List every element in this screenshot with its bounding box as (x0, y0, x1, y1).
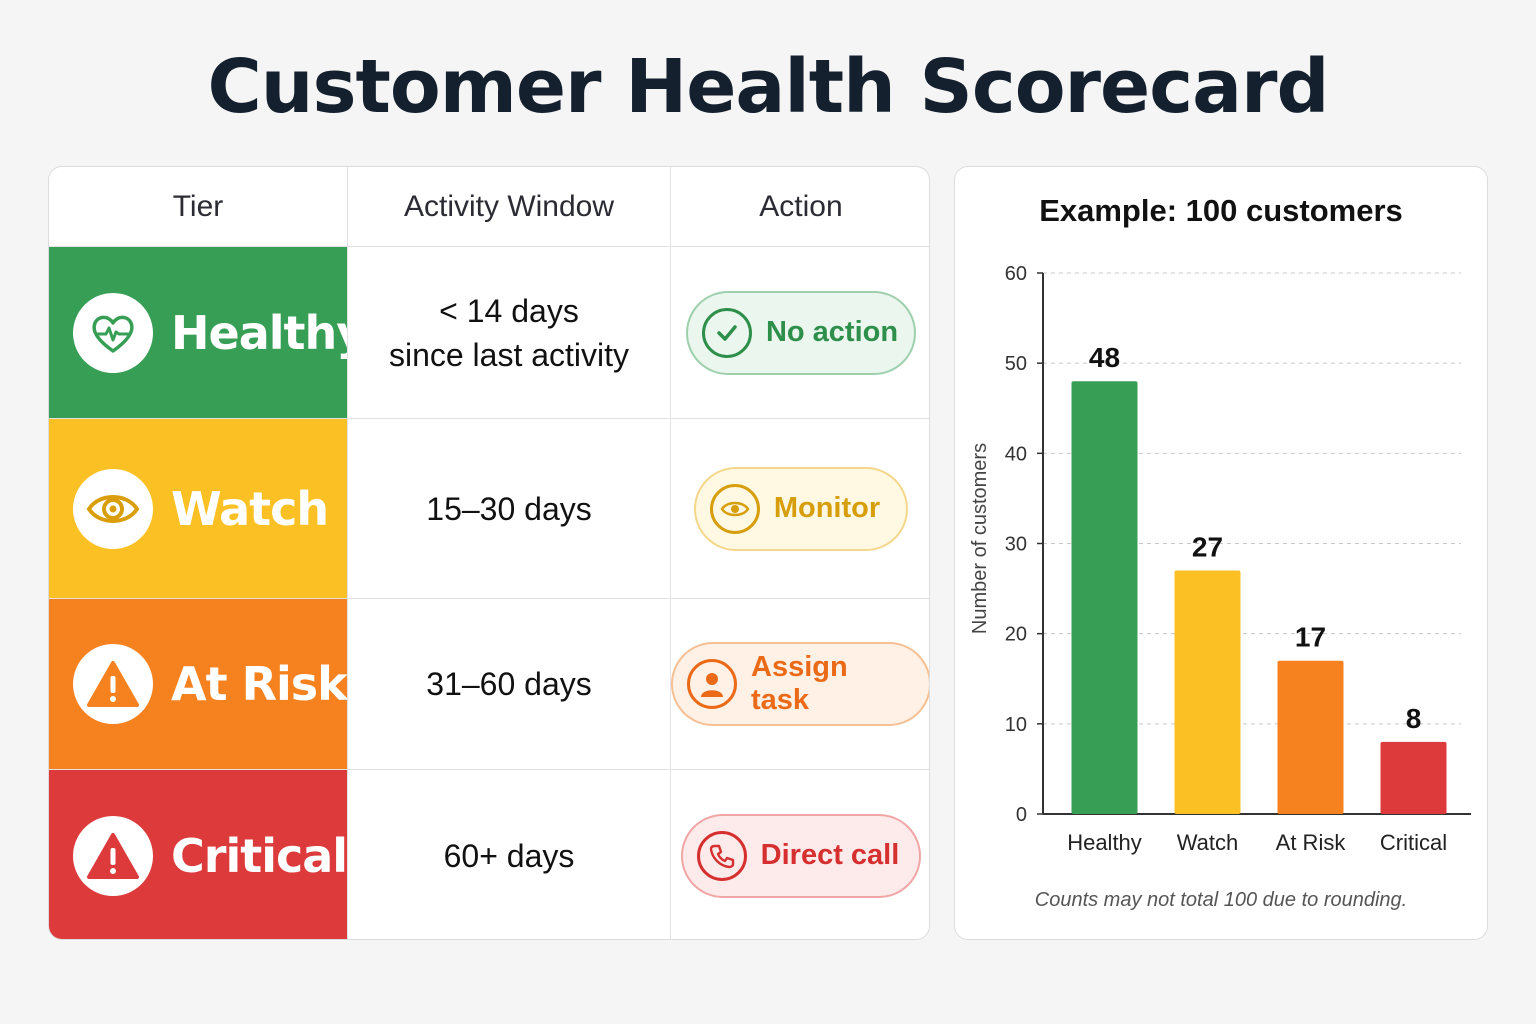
bar-at-risk (1277, 660, 1344, 814)
phone-icon (696, 830, 747, 881)
activity-window-watch: 15–30 days (347, 419, 670, 598)
bar-critical (1380, 741, 1447, 814)
page-title: Customer Health Scorecard (207, 44, 1330, 130)
action-cell-watch: Monitor (670, 419, 929, 598)
chart-title: Example: 100 customers (1039, 193, 1403, 228)
warning-icon (73, 644, 153, 724)
assign-task-label: Assign task (751, 651, 848, 716)
y-tick-label: 20 (1005, 624, 1027, 646)
window-line-1: 31–60 days (426, 666, 592, 702)
direct-call-button[interactable]: Direct call (680, 813, 922, 898)
no-action-button[interactable]: No action (685, 290, 917, 375)
warning-icon (73, 815, 153, 896)
monitor-button[interactable]: Monitor (693, 466, 909, 551)
y-tick-label: 60 (1005, 263, 1027, 285)
table-header: Tier Activity Window Action (49, 167, 929, 247)
tier-cell-critical: Critical (49, 770, 348, 939)
y-axis-label: Number of customers (969, 443, 991, 634)
checkmark-icon (701, 307, 752, 358)
header-tier: Tier (172, 190, 224, 223)
table-row-healthy: Healthy < 14 days since last activity No… (49, 247, 929, 419)
eye-icon (73, 468, 153, 549)
tier-table: Tier Activity Window Action Healthy < 14… (48, 166, 930, 940)
tier-label-healthy: Healthy (171, 305, 366, 360)
bar-value-label: 17 (1295, 622, 1326, 653)
person-icon (687, 659, 737, 709)
bar-healthy (1071, 381, 1138, 814)
y-tick-label: 10 (1005, 714, 1027, 736)
assign-task-button[interactable]: Assign task (671, 642, 929, 726)
chart-footnote: Counts may not total 100 due to rounding… (1034, 889, 1408, 911)
action-cell-healthy: No action (670, 247, 929, 418)
bar-value-label: 27 (1192, 532, 1223, 563)
table-row-at-risk: At Risk 31–60 days Assign task (49, 599, 929, 770)
direct-call-label: Direct call (760, 839, 900, 871)
window-line-1: 15–30 days (426, 490, 592, 527)
table-row-critical: Critical 60+ days Direct call (49, 770, 929, 939)
bar-watch (1174, 570, 1241, 814)
window-line-2: since last activity (388, 336, 630, 373)
no-action-label: No action (765, 316, 899, 348)
heart-pulse-icon (73, 292, 153, 373)
window-line-1: < 14 days (439, 292, 579, 329)
eye-icon (709, 483, 760, 534)
tier-label-watch: Watch (171, 481, 329, 536)
activity-window-at-risk: 31–60 days (347, 599, 670, 769)
table-row-watch: Watch 15–30 days Monitor (49, 419, 929, 599)
x-tick-label: Critical (1380, 830, 1447, 855)
action-cell-at-risk: Assign task (670, 599, 929, 769)
tier-cell-watch: Watch (49, 419, 347, 598)
x-tick-label: Healthy (1067, 830, 1142, 855)
x-tick-label: At Risk (1276, 830, 1347, 855)
bar-value-label: 8 (1406, 703, 1422, 734)
window-line-1: 60+ days (443, 837, 575, 874)
y-tick-label: 0 (1016, 804, 1027, 826)
tier-cell-healthy: Healthy (49, 247, 366, 418)
y-tick-label: 30 (1005, 534, 1027, 556)
header-activity-window: Activity Window (347, 167, 670, 247)
bar-chart: 0 10 20 30 40 50 60 Number of customers 48 Health… (969, 263, 1471, 855)
action-cell-critical: Direct call (670, 770, 929, 939)
activity-window-critical: 60+ days (347, 770, 670, 939)
activity-window-healthy: < 14 days since last activity (347, 247, 670, 418)
chart-card: Example: 100 customers 0 10 20 30 40 50 60 Numb… (954, 166, 1488, 940)
bar-value-label: 48 (1089, 342, 1120, 373)
tier-label-at-risk: At Risk (171, 657, 348, 711)
monitor-label: Monitor (773, 492, 881, 524)
x-tick-label: Watch (1177, 830, 1239, 855)
y-tick-label: 40 (1005, 443, 1027, 465)
tier-cell-at-risk: At Risk (49, 599, 348, 769)
header-action: Action (670, 167, 929, 247)
tier-label-critical: Critical (171, 828, 348, 883)
y-tick-label: 50 (1005, 353, 1027, 375)
